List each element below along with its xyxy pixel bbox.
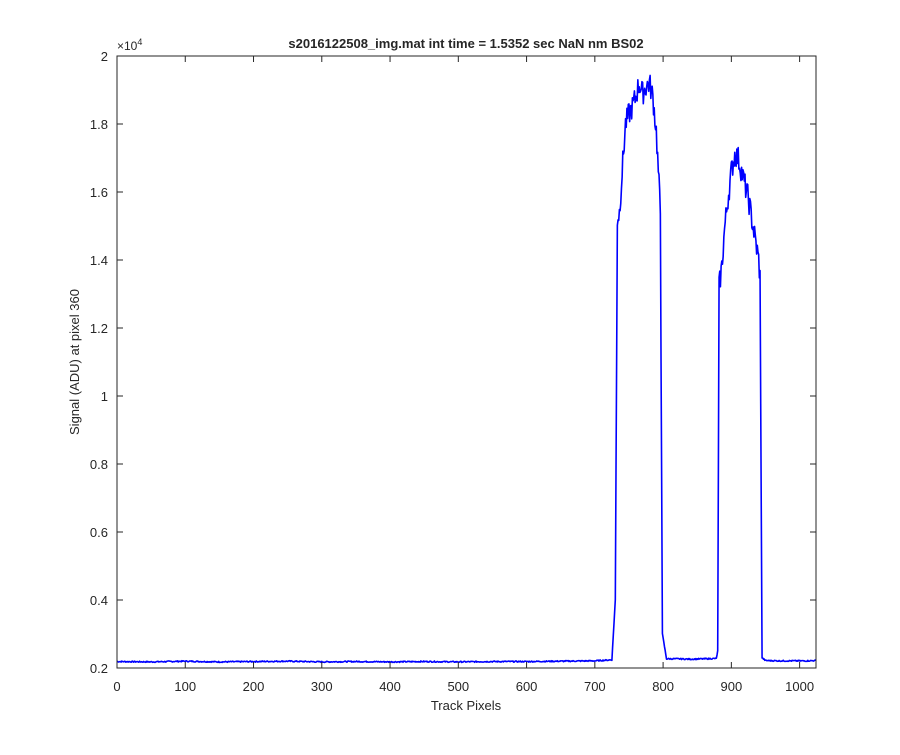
x-tick-label: 200 xyxy=(243,679,265,694)
x-tick-label: 0 xyxy=(113,679,120,694)
x-tick-label: 1000 xyxy=(785,679,814,694)
y-tick-label: 1.8 xyxy=(90,117,108,132)
plot-area xyxy=(117,56,816,668)
y-exponent-power: 4 xyxy=(137,37,142,47)
x-axis: 0 100 200 300 400 500 600 700 800 900 1000 xyxy=(113,56,814,694)
chart-title: s2016122508_img.mat int time = 1.5352 se… xyxy=(288,36,643,51)
y-axis-label: Signal (ADU) at pixel 360 xyxy=(67,289,82,435)
x-tick-label: 800 xyxy=(652,679,674,694)
signal-series-line xyxy=(116,74,817,664)
y-tick-label: 0.8 xyxy=(90,457,108,472)
y-exponent-label: ×104 xyxy=(117,37,142,53)
series-layer xyxy=(116,74,817,664)
y-tick-label: 2 xyxy=(101,49,108,64)
x-tick-label: 900 xyxy=(721,679,743,694)
x-tick-label: 300 xyxy=(311,679,333,694)
y-tick-label: 0.2 xyxy=(90,661,108,676)
x-tick-label: 700 xyxy=(584,679,606,694)
x-tick-label: 500 xyxy=(447,679,469,694)
axes-box xyxy=(116,55,817,669)
y-tick-label: 1 xyxy=(101,389,108,404)
x-tick-label: 400 xyxy=(379,679,401,694)
x-axis-label: Track Pixels xyxy=(431,698,502,713)
y-axis: 0.2 0.4 0.6 0.8 1 1.2 1.4 1.6 1.8 2 xyxy=(90,49,816,676)
x-tick-label: 600 xyxy=(516,679,538,694)
y-tick-label: 0.4 xyxy=(90,593,108,608)
x-tick-label: 100 xyxy=(174,679,196,694)
y-exponent-base: ×10 xyxy=(117,39,138,53)
y-tick-label: 1.4 xyxy=(90,253,108,268)
y-tick-label: 0.6 xyxy=(90,525,108,540)
y-tick-label: 1.2 xyxy=(90,321,108,336)
y-tick-label: 1.6 xyxy=(90,185,108,200)
